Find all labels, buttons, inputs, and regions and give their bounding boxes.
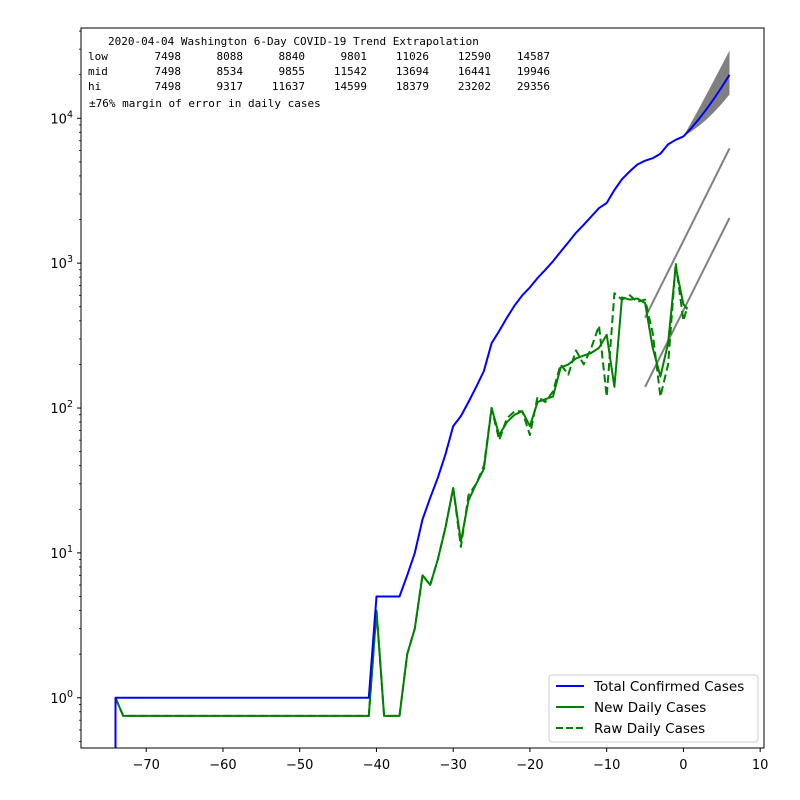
annotation-value: 14587 [517, 50, 550, 63]
annotation-value: 7498 [155, 65, 182, 78]
annotation-value: 13694 [396, 65, 429, 78]
series-line-new-daily-cases [114, 265, 689, 717]
x-tick-label: −20 [516, 758, 543, 773]
annotation-value: 11637 [272, 80, 305, 93]
annotation-value: 8840 [279, 50, 306, 63]
annotation-value: 7498 [155, 80, 182, 93]
annotation-margin-note: ±76% margin of error in daily cases [89, 97, 321, 110]
x-tick-label: −30 [439, 758, 466, 773]
legend-frame [548, 674, 759, 743]
plot-frame [80, 27, 765, 749]
y-tick-label: 104 [50, 109, 73, 127]
annotation-value: 11542 [334, 65, 367, 78]
x-tick-label: −70 [133, 758, 160, 773]
annotation-value: 9317 [217, 80, 244, 93]
legend-label: Raw Daily Cases [594, 721, 705, 737]
annotation-row-label: mid [88, 65, 108, 78]
legend: Total Confirmed Cases New Daily Cases Raw … [548, 674, 759, 743]
annotation-value: 23202 [458, 80, 491, 93]
annotation-box: 2020-04-04 Washington 6-Day COVID-19 Tre… [88, 35, 550, 110]
x-tick-label: −40 [363, 758, 390, 773]
projection-band [683, 50, 730, 137]
series-line-total-confirmed-cases [114, 74, 731, 748]
annotation-value: 16441 [458, 65, 491, 78]
annotation-heading: 2020-04-04 Washington 6-Day COVID-19 Tre… [108, 35, 479, 48]
annotation-value: 11026 [396, 50, 429, 63]
x-tick-label: 0 [679, 758, 687, 773]
annotation-row-label: hi [88, 80, 101, 93]
annotation-value: 9801 [341, 50, 368, 63]
legend-label: Total Confirmed Cases [593, 679, 744, 695]
x-tick-label: −60 [209, 758, 236, 773]
annotation-value: 18379 [396, 80, 429, 93]
plot-area [81, 28, 764, 748]
annotation-value: 29356 [517, 80, 550, 93]
trend-line-2 [644, 217, 731, 388]
y-tick-label: 101 [50, 544, 73, 562]
annotation-value: 8088 [217, 50, 244, 63]
x-tick-label: 10 [752, 758, 769, 773]
legend-label: New Daily Cases [594, 700, 706, 716]
y-tick-label: 103 [50, 254, 73, 272]
annotation-value: 9855 [279, 65, 306, 78]
x-tick-label: −10 [593, 758, 620, 773]
annotation-value: 12590 [458, 50, 491, 63]
y-tick-label: 100 [50, 689, 73, 707]
series-line-raw-daily-cases [114, 262, 689, 717]
annotation-value: 14599 [334, 80, 367, 93]
annotation-value: 7498 [155, 50, 182, 63]
trend-line-1 [644, 147, 731, 319]
annotation-value: 8534 [217, 65, 244, 78]
annotation-row-label: low [88, 50, 108, 63]
annotation-value: 19946 [517, 65, 550, 78]
x-tick-label: −50 [286, 758, 313, 773]
y-tick-label: 102 [50, 399, 73, 417]
